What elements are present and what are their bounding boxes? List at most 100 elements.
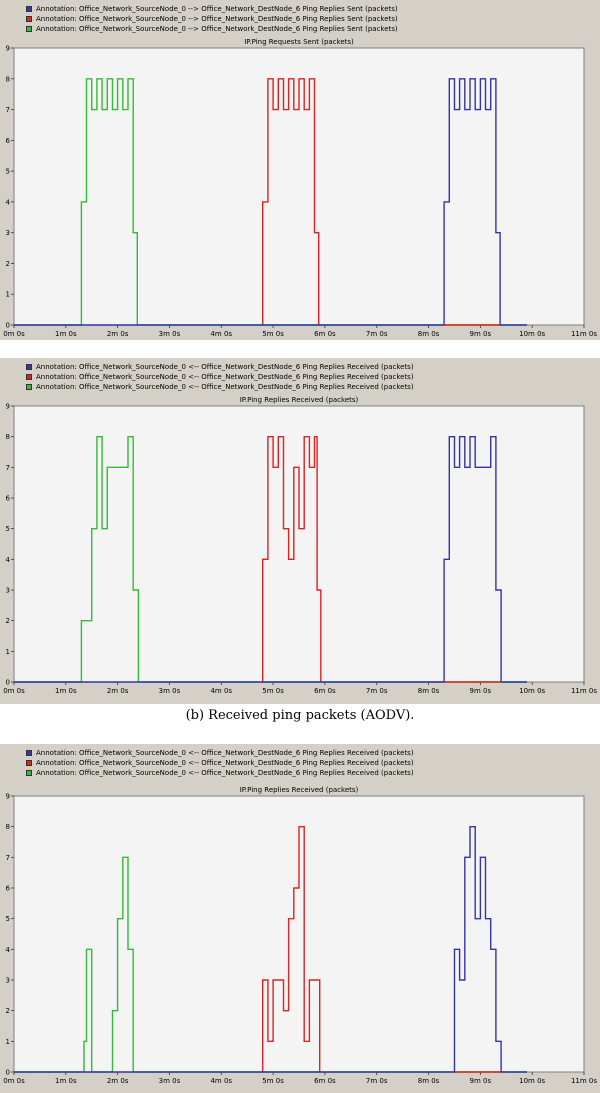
y-tick-label: 8 xyxy=(6,823,10,831)
x-tick-label: 1m 0s xyxy=(55,330,77,338)
y-tick-label: 8 xyxy=(6,75,10,83)
x-tick-label: 9m 0s xyxy=(470,687,492,695)
x-tick-label: 2m 0s xyxy=(107,1077,129,1085)
plot-area xyxy=(13,405,585,683)
x-tick-label: 5m 0s xyxy=(262,687,284,695)
legend-label: Annotation: Office_Network_SourceNode_0 … xyxy=(36,759,414,767)
legend-swatch xyxy=(26,760,32,766)
x-tick-label: 3m 0s xyxy=(159,687,181,695)
y-tick-label: 2 xyxy=(6,617,10,625)
chart-svg: 0 1 2 3 4 5 6 7 8 9 0m 0s 1m 0s 2m 0s 3m 0s 4m 0s 5m 0s… xyxy=(3,793,597,1086)
x-tick-label: 10m 0s xyxy=(519,330,545,338)
y-tick-label: 8 xyxy=(6,433,10,441)
y-tick-label: 0 xyxy=(6,679,10,687)
x-tick-label: 11m 0s xyxy=(571,330,597,338)
chart-svg: 0 1 2 3 4 5 6 7 8 9 0m 0s 1m 0s 2m 0s 3m 0s 4m 0s 5m 0s… xyxy=(3,45,597,339)
chart-title: IP.Ping Replies Received (packets) xyxy=(239,786,359,794)
legend-label: Annotation: Office_Network_SourceNode_0 … xyxy=(36,373,414,381)
x-tick-label: 3m 0s xyxy=(159,330,181,338)
x-tick-label: 11m 0s xyxy=(571,1077,597,1085)
x-tick-label: 1m 0s xyxy=(55,687,77,695)
y-tick-label: 3 xyxy=(6,587,10,595)
y-tick-label: 3 xyxy=(6,229,10,237)
x-tick-label: 2m 0s xyxy=(107,330,129,338)
x-tick-label: 6m 0s xyxy=(314,1077,336,1085)
y-tick-label: 5 xyxy=(6,525,10,533)
legend-label: Annotation: Office_Network_SourceNode_0 … xyxy=(36,5,398,13)
legend-label: Annotation: Office_Network_SourceNode_0 … xyxy=(36,749,414,757)
y-tick-label: 6 xyxy=(6,495,11,503)
y-tick-label: 4 xyxy=(6,946,11,954)
legend-swatch xyxy=(26,6,32,12)
y-tick-label: 2 xyxy=(6,1007,10,1015)
y-tick-label: 1 xyxy=(6,291,10,299)
y-tick-label: 6 xyxy=(6,885,11,893)
x-tick-label: 10m 0s xyxy=(519,687,545,695)
y-tick-label: 7 xyxy=(6,464,10,472)
y-tick-label: 6 xyxy=(6,137,11,145)
legend-swatch xyxy=(26,770,32,776)
x-tick-label: 6m 0s xyxy=(314,330,336,338)
x-tick-label: 9m 0s xyxy=(470,1077,492,1085)
series-line xyxy=(262,825,321,1072)
y-tick-label: 5 xyxy=(6,168,10,176)
x-tick-label: 7m 0s xyxy=(366,330,388,338)
y-tick-label: 9 xyxy=(6,403,10,411)
legend-swatch xyxy=(26,16,32,22)
series-line xyxy=(14,435,527,683)
series-line xyxy=(262,435,322,682)
chart-title: IP.Ping Requests Sent (packets) xyxy=(244,38,354,46)
chart-panel-sent: Annotation: Office_Network_SourceNode_0 … xyxy=(0,0,600,340)
legend-swatch xyxy=(26,384,32,390)
legend-label: Annotation: Office_Network_SourceNode_0 … xyxy=(36,383,414,391)
chart-title: IP.Ping Replies Received (packets) xyxy=(239,396,359,404)
y-tick-label: 0 xyxy=(6,322,10,330)
series-line xyxy=(14,856,527,1073)
y-tick-label: 4 xyxy=(6,556,11,564)
chart-panel-received-other: Annotation: Office_Network_SourceNode_0 … xyxy=(0,744,600,1093)
x-tick-label: 11m 0s xyxy=(571,687,597,695)
x-tick-label: 4m 0s xyxy=(210,687,232,695)
legend-swatch xyxy=(26,364,32,370)
x-tick-label: 0m 0s xyxy=(3,330,25,338)
y-tick-label: 9 xyxy=(6,45,10,53)
legend-label: Annotation: Office_Network_SourceNode_0 … xyxy=(36,363,414,371)
y-tick-label: 1 xyxy=(6,648,10,656)
series-line xyxy=(14,435,527,683)
caption-b: (b) Received ping packets (AODV). xyxy=(185,708,415,723)
y-tick-label: 9 xyxy=(6,793,10,801)
y-tick-label: 3 xyxy=(6,977,10,985)
x-tick-label: 0m 0s xyxy=(3,1077,25,1085)
x-tick-label: 8m 0s xyxy=(418,687,440,695)
legend-swatch xyxy=(26,26,32,32)
x-tick-label: 5m 0s xyxy=(262,1077,284,1085)
x-tick-label: 10m 0s xyxy=(519,1077,545,1085)
x-tick-label: 6m 0s xyxy=(314,687,336,695)
y-tick-label: 7 xyxy=(6,106,10,114)
x-tick-label: 4m 0s xyxy=(210,1077,232,1085)
legend-swatch xyxy=(26,750,32,756)
x-tick-label: 0m 0s xyxy=(3,687,25,695)
x-tick-label: 7m 0s xyxy=(366,687,388,695)
x-tick-label: 7m 0s xyxy=(366,1077,388,1085)
series-line xyxy=(14,78,527,326)
y-tick-label: 4 xyxy=(6,198,11,206)
x-tick-label: 4m 0s xyxy=(210,330,232,338)
chart-panel-received-aodv: Annotation: Office_Network_SourceNode_0 … xyxy=(0,358,600,704)
x-tick-label: 1m 0s xyxy=(55,1077,77,1085)
series-line xyxy=(262,78,320,325)
x-tick-label: 5m 0s xyxy=(262,330,284,338)
legend-label: Annotation: Office_Network_SourceNode_0 … xyxy=(36,769,414,777)
chart-svg: 0 1 2 3 4 5 6 7 8 9 0m 0s 1m 0s 2m 0s 3m 0s 4m 0s 5m 0s… xyxy=(3,403,597,696)
legend-label: Annotation: Office_Network_SourceNode_0 … xyxy=(36,15,398,23)
series-line xyxy=(14,78,527,326)
x-tick-label: 3m 0s xyxy=(159,1077,181,1085)
x-tick-label: 2m 0s xyxy=(107,687,129,695)
x-tick-label: 8m 0s xyxy=(418,1077,440,1085)
x-tick-label: 9m 0s xyxy=(470,330,492,338)
y-tick-label: 5 xyxy=(6,915,10,923)
y-tick-label: 7 xyxy=(6,854,10,862)
legend-label: Annotation: Office_Network_SourceNode_0 … xyxy=(36,25,398,33)
legend-swatch xyxy=(26,374,32,380)
series-line xyxy=(14,825,527,1073)
